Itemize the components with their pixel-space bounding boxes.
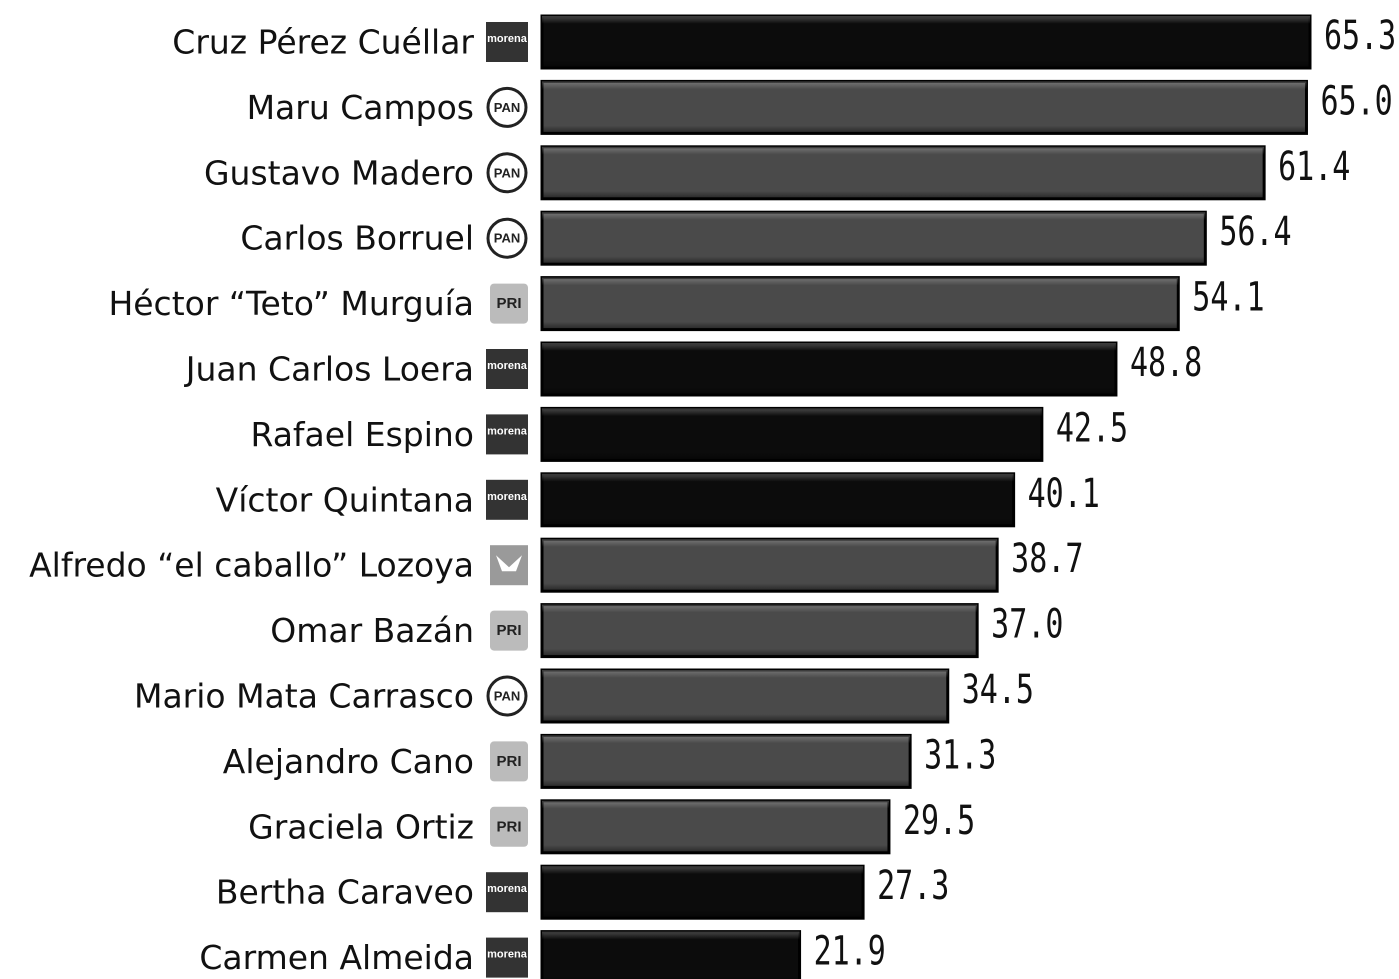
logo-text: PRI	[496, 622, 521, 639]
category-label: Héctor “Teto” Murguía	[108, 284, 474, 323]
category-label: Carlos Borruel	[240, 219, 474, 258]
logo-text: morena	[487, 491, 528, 503]
value-label: 29.5	[903, 798, 975, 844]
party-logo: PAN	[486, 152, 528, 194]
bar-shine	[542, 81, 1307, 134]
party-logo	[490, 545, 528, 586]
logo-text: PRI	[496, 818, 521, 835]
bar-shine	[542, 670, 948, 722]
logo-box	[486, 22, 528, 62]
logo-text: PAN	[494, 100, 520, 115]
party-logo: morena	[486, 22, 528, 62]
bar-shine	[542, 539, 998, 592]
bar-shine	[542, 604, 978, 657]
party-logo: morena	[486, 414, 528, 455]
bar-shine	[542, 931, 800, 979]
logo-text: PRI	[496, 295, 521, 312]
category-label: Alfredo “el caballo” Lozoya	[29, 546, 474, 585]
bar-shine	[542, 146, 1265, 199]
bar-shine	[542, 277, 1179, 330]
bar-shine	[542, 735, 911, 788]
value-label: 56.4	[1219, 209, 1291, 255]
value-label: 34.5	[962, 667, 1034, 713]
category-label: Maru Campos	[247, 88, 474, 127]
category-label: Cruz Pérez Cuéllar	[172, 23, 474, 62]
logo-text: morena	[487, 360, 528, 372]
party-logo: morena	[486, 479, 528, 520]
logo-box	[486, 414, 528, 455]
value-label: 54.1	[1192, 274, 1264, 320]
bar-shine	[542, 343, 1116, 395]
category-label: Graciela Ortiz	[248, 807, 474, 846]
party-logo: PAN	[486, 86, 528, 128]
party-logo: PRI	[490, 741, 528, 782]
logo-text: morena	[487, 949, 528, 961]
party-logo: morena	[486, 349, 528, 389]
logo-box	[486, 349, 528, 389]
bar-shine	[542, 866, 864, 919]
logo-box	[490, 545, 528, 586]
logo-text: morena	[487, 425, 528, 437]
value-label: 37.0	[991, 601, 1063, 647]
logo-circle	[486, 217, 528, 259]
bar-shine	[542, 800, 889, 853]
category-label: Rafael Espino	[251, 415, 475, 454]
value-label: 48.8	[1130, 340, 1202, 386]
logo-text: morena	[487, 883, 528, 895]
value-label: 38.7	[1011, 536, 1083, 582]
logo-box	[490, 806, 528, 847]
value-label: 40.1	[1028, 471, 1100, 517]
logo-text: PAN	[494, 231, 520, 246]
category-label: Juan Carlos Loera	[184, 350, 474, 389]
value-label: 65.3	[1324, 13, 1396, 59]
category-label: Mario Mata Carrasco	[134, 677, 474, 716]
party-logo: PRI	[490, 806, 528, 847]
category-label: Carmen Almeida	[199, 938, 474, 977]
logo-text: PAN	[494, 165, 520, 180]
logo-box	[490, 610, 528, 651]
value-label: 27.3	[877, 863, 949, 909]
value-label: 42.5	[1056, 405, 1128, 451]
logo-box	[486, 937, 528, 978]
logo-box	[486, 872, 528, 913]
logo-text: PAN	[494, 689, 520, 704]
logo-box	[486, 479, 528, 520]
logo-box	[490, 283, 528, 324]
value-label: 65.0	[1320, 78, 1392, 124]
category-label: Omar Bazán	[270, 611, 474, 650]
value-label: 61.4	[1278, 144, 1350, 190]
logo-circle	[486, 152, 528, 194]
logo-text: PRI	[496, 753, 521, 770]
category-label: Bertha Caraveo	[216, 873, 474, 912]
logo-circle	[486, 675, 528, 717]
value-label: 31.3	[924, 732, 996, 778]
category-label: Alejandro Cano	[223, 742, 474, 781]
bar-shine	[542, 212, 1206, 265]
bar-shine	[542, 473, 1014, 526]
logo-icon	[496, 555, 522, 572]
party-logo: PAN	[486, 675, 528, 717]
party-logo: PRI	[490, 610, 528, 651]
value-label: 21.9	[814, 928, 886, 974]
category-label: Gustavo Madero	[204, 153, 474, 192]
party-logo: PRI	[490, 283, 528, 324]
party-logo: morena	[486, 937, 528, 978]
logo-box	[490, 741, 528, 782]
bar-shine	[542, 408, 1042, 461]
logo-text: morena	[487, 33, 528, 45]
category-label: Víctor Quintana	[216, 480, 474, 519]
party-logo: PAN	[486, 217, 528, 259]
logo-circle	[486, 86, 528, 128]
party-logo: morena	[486, 872, 528, 913]
bar-shine	[542, 16, 1310, 68]
